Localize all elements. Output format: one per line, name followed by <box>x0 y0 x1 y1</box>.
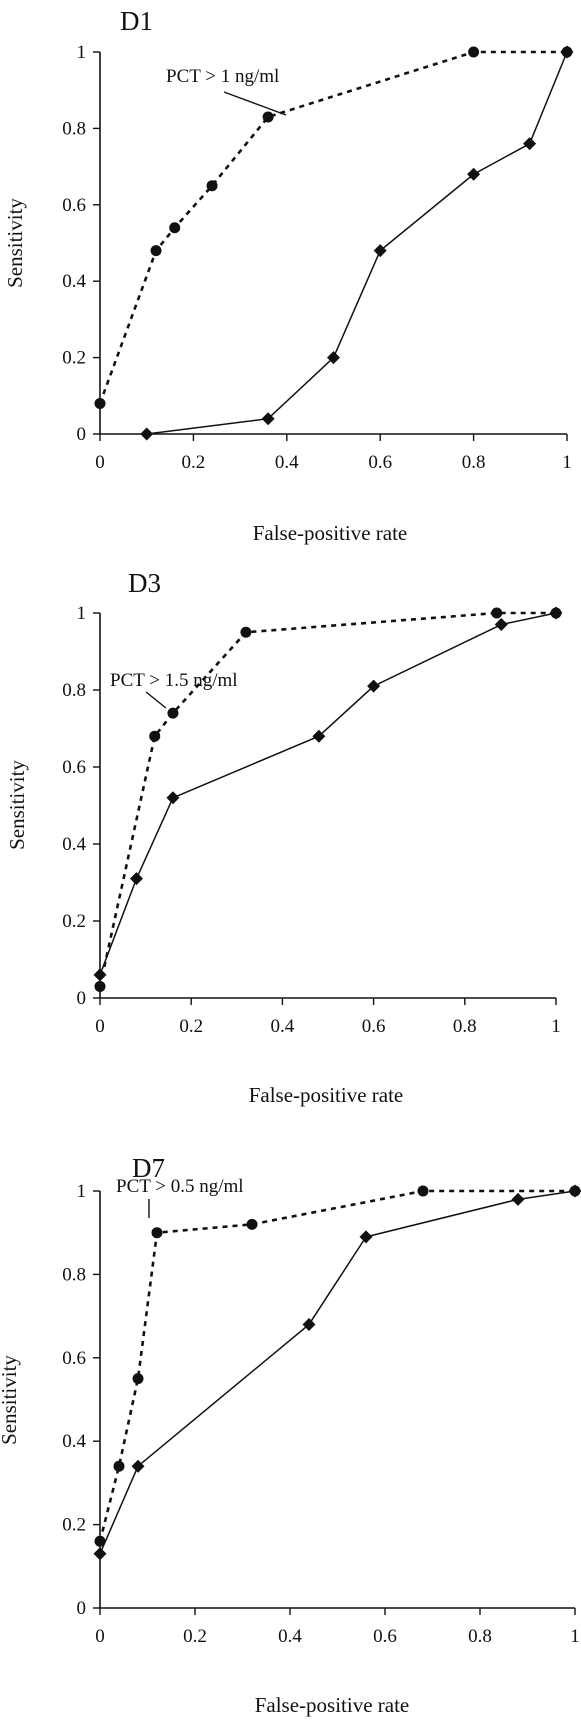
y-tick-label: 0 <box>77 988 87 1009</box>
panel-title: D7 <box>132 1153 165 1183</box>
data-point-circle <box>206 180 218 192</box>
x-tick-label: 0.6 <box>373 1626 397 1647</box>
y-tick-label: 1 <box>77 603 87 624</box>
data-point-circle <box>491 607 503 619</box>
data-point-circle <box>150 245 162 257</box>
annotation-label: PCT > 0.5 ng/ml <box>116 1176 244 1197</box>
data-point-diamond <box>373 244 387 258</box>
annotation-label: PCT > 1 ng/ml <box>166 66 279 87</box>
y-tick-label: 0.8 <box>62 680 86 701</box>
x-tick-label: 1 <box>562 452 572 473</box>
data-point-circle <box>417 1185 429 1197</box>
chart-panel-d7: D7 0 0.2 0.4 0.6 0.8 1 0 0.2 0.4 0.6 0.8 1 False-posi… <box>0 1153 581 1717</box>
x-tick-label: 0.6 <box>368 452 392 473</box>
data-point-diamond <box>93 1547 107 1561</box>
data-point-circle <box>167 707 179 719</box>
y-tick-label: 0 <box>77 1598 87 1619</box>
x-tick-label: 0.8 <box>453 1016 477 1037</box>
data-point-diamond <box>261 412 275 426</box>
data-point-diamond <box>140 427 154 441</box>
y-tick-label: 0.2 <box>62 911 86 932</box>
data-point-diamond <box>131 1459 145 1473</box>
data-point-circle <box>262 111 274 123</box>
x-tick-label: 0.4 <box>278 1626 302 1647</box>
data-point-diamond <box>549 606 563 620</box>
x-tick-label: 0 <box>95 1016 105 1037</box>
data-point-circle <box>151 1227 163 1239</box>
x-tick-label: 0.2 <box>183 1626 207 1647</box>
data-point-circle <box>240 626 252 638</box>
x-tick-label: 0.8 <box>462 452 486 473</box>
series-line-dashed <box>98 1189 575 1542</box>
data-point-circle <box>113 1460 125 1472</box>
y-tick-label: 1 <box>77 1181 87 1202</box>
x-tick-label: 0 <box>95 452 105 473</box>
data-point-diamond <box>560 45 574 59</box>
data-point-diamond <box>367 679 381 693</box>
chart-panel-d3: D3 0 0.2 0.4 0.6 0.8 1 0 0.2 0.4 0.6 0.8 1 False-posi… <box>5 568 563 1107</box>
annotation-leader-line <box>223 91 287 116</box>
y-tick-label: 0.4 <box>62 1431 86 1452</box>
y-tick-label: 0.2 <box>62 348 86 369</box>
data-point-circle <box>94 1535 106 1547</box>
data-point-diamond <box>511 1192 525 1206</box>
data-point-circle <box>468 46 480 58</box>
y-tick-label: 0.6 <box>62 757 86 778</box>
x-axis-label: False-positive rate <box>249 1083 404 1107</box>
data-point-diamond <box>568 1184 581 1198</box>
data-point-diamond <box>93 968 107 982</box>
y-tick-label: 0.6 <box>62 1348 86 1369</box>
y-tick-label: 0.8 <box>62 1264 86 1285</box>
x-tick-label: 0.2 <box>182 452 206 473</box>
y-axis-label: Sensitivity <box>5 760 29 850</box>
y-tick-label: 0.8 <box>62 118 86 139</box>
data-point-diamond <box>494 618 508 632</box>
y-tick-label: 0.4 <box>62 271 86 292</box>
chart-panel-d1: D1 0 0.2 0.4 0.6 0.8 1 0 0.2 0.4 0.6 0.8 1 False-posi… <box>3 6 574 545</box>
series-line-dashed <box>98 611 556 987</box>
data-point-diamond <box>359 1230 373 1244</box>
x-axis-label: False-positive rate <box>253 521 408 545</box>
data-point-diamond <box>467 167 481 181</box>
y-axis-label: Sensitivity <box>3 198 27 288</box>
data-point-circle <box>169 222 181 234</box>
x-tick-label: 0.6 <box>362 1016 386 1037</box>
y-tick-label: 0.4 <box>62 834 86 855</box>
series-line-solid <box>99 1190 576 1555</box>
y-tick-label: 0.2 <box>62 1515 86 1536</box>
data-point-diamond <box>312 729 326 743</box>
series-line-solid <box>146 51 568 435</box>
y-tick-label: 0.6 <box>62 195 86 216</box>
x-tick-label: 0.8 <box>468 1626 492 1647</box>
data-point-circle <box>94 397 106 409</box>
x-tick-label: 0.4 <box>275 452 299 473</box>
x-tick-label: 0.2 <box>179 1016 203 1037</box>
x-tick-label: 0 <box>95 1626 105 1647</box>
data-point-circle <box>94 980 106 992</box>
data-point-diamond <box>129 872 143 886</box>
y-tick-label: 1 <box>77 42 87 63</box>
y-tick-label: 0 <box>77 424 87 445</box>
x-axis-label: False-positive rate <box>255 1693 410 1717</box>
annotation-label: PCT > 1.5 ng/ml <box>110 670 238 691</box>
panel-title: D1 <box>120 6 153 36</box>
panel-title: D3 <box>128 568 161 598</box>
annotation-leader-line <box>145 691 167 709</box>
x-tick-label: 1 <box>551 1016 561 1037</box>
data-point-circle <box>246 1218 258 1230</box>
data-point-circle <box>132 1373 144 1385</box>
x-tick-label: 1 <box>570 1626 580 1647</box>
y-axis-label: Sensitivity <box>0 1355 21 1445</box>
data-point-diamond <box>302 1317 316 1331</box>
data-point-diamond <box>166 791 180 805</box>
series-line-solid <box>99 612 557 976</box>
data-point-circle <box>149 730 161 742</box>
data-point-diamond <box>523 137 537 151</box>
x-tick-label: 0.4 <box>271 1016 295 1037</box>
data-point-diamond <box>327 351 340 365</box>
